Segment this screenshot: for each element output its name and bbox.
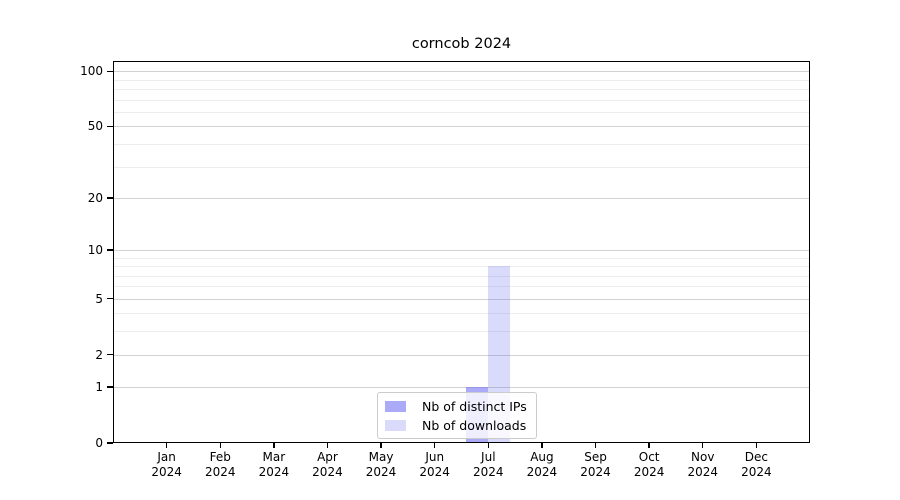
x-tick-mark [702, 443, 704, 448]
x-tick-month: Apr [317, 450, 338, 464]
gridline-major [113, 387, 810, 389]
gridline-minor [113, 286, 810, 288]
x-tick-year: 2024 [741, 465, 772, 479]
y-tick-label: 0 [95, 436, 103, 450]
plot-frame [113, 61, 810, 443]
x-tick-year: 2024 [419, 465, 450, 479]
y-tick-mark [107, 442, 113, 444]
x-tick-mark [380, 443, 382, 448]
x-tick-label: Feb 2024 [188, 450, 252, 480]
legend-label: Nb of downloads [422, 417, 527, 433]
x-tick-year: 2024 [687, 465, 719, 479]
gridline-minor [113, 89, 810, 91]
x-tick-month: May [368, 450, 394, 464]
x-tick-mark [273, 443, 275, 448]
y-tick-label: 10 [87, 242, 103, 257]
gridline-minor [113, 313, 810, 315]
legend-label: Nb of distinct IPs [422, 398, 527, 414]
gridline-minor [113, 331, 810, 333]
gridline-minor [113, 79, 810, 81]
y-tick-label: 50 [87, 119, 103, 134]
x-tick-month: Jan [157, 450, 176, 464]
gridline-major [113, 249, 810, 251]
x-tick-mark [648, 443, 650, 448]
gridline-minor [113, 166, 810, 168]
legend-swatch [385, 419, 406, 431]
x-tick-mark [487, 443, 489, 448]
x-tick-label: Jul 2024 [456, 450, 520, 480]
x-tick-year: 2024 [312, 465, 343, 479]
x-tick-label: Sep 2024 [564, 450, 628, 480]
x-tick-year: 2024 [580, 465, 611, 479]
x-tick-month: Feb [209, 450, 231, 464]
y-tick-label: 2 [95, 347, 103, 362]
y-tick-label: 100 [80, 64, 103, 79]
y-tick-label: 20 [87, 190, 103, 205]
legend-item: Nb of downloads [385, 417, 527, 433]
x-tick-mark [326, 443, 329, 448]
x-tick-year: 2024 [365, 465, 397, 479]
x-tick-label: Apr 2024 [295, 450, 359, 480]
gridline-minor [113, 99, 810, 101]
x-tick-month: Oct [638, 450, 660, 464]
x-tick-mark [219, 443, 221, 448]
gridline-minor [113, 266, 810, 268]
y-tick-mark [107, 125, 113, 128]
y-tick-label: 5 [95, 291, 103, 306]
x-tick-mark [165, 443, 168, 448]
gridline-minor [113, 275, 810, 277]
plot-area: 0 1 2 5 10 20 50 100 Jan 2024 Feb 2024 Mar 2024 Apr 20… [80, 61, 810, 479]
y-tick-mark [107, 298, 113, 300]
x-tick-mark [594, 443, 597, 448]
y-tick-label: 1 [95, 380, 103, 395]
gridline-major [113, 71, 810, 73]
gridline-minor [113, 257, 810, 259]
y-tick-mark [107, 353, 113, 356]
x-tick-month: Dec [744, 450, 768, 464]
x-tick-mark [433, 443, 436, 448]
x-tick-label: Oct 2024 [617, 450, 681, 480]
x-tick-mark [755, 443, 758, 448]
x-tick-year: 2024 [473, 465, 504, 479]
gridline-major [113, 197, 810, 199]
x-tick-label: Jan 2024 [135, 450, 199, 480]
y-tick-mark [107, 249, 113, 251]
x-tick-month: Sep [584, 450, 607, 464]
x-tick-label: Aug 2024 [510, 450, 574, 480]
x-tick-label: Jun 2024 [403, 450, 467, 480]
x-tick-mark [541, 443, 543, 448]
legend-swatch [385, 400, 406, 412]
x-tick-label: Mar 2024 [242, 450, 306, 480]
gridline-major [113, 354, 810, 356]
x-tick-label: Dec 2024 [724, 450, 788, 480]
gridline-minor [113, 144, 810, 146]
gridline-minor [113, 112, 810, 114]
gridline-major [113, 298, 810, 300]
x-tick-month: Mar [262, 450, 286, 464]
x-tick-month: Jun [425, 450, 445, 464]
x-tick-year: 2024 [526, 465, 558, 479]
y-tick-mark [107, 197, 113, 199]
chart-title: corncob 2024 [411, 36, 512, 52]
x-tick-month: Jul [481, 450, 496, 464]
x-tick-month: Aug [530, 450, 554, 464]
x-tick-year: 2024 [633, 465, 665, 479]
y-tick-mark [107, 386, 113, 388]
gridline-major [113, 126, 810, 128]
x-tick-label: May 2024 [349, 450, 413, 480]
x-tick-month: Nov [691, 450, 715, 464]
x-tick-year: 2024 [258, 465, 290, 479]
x-tick-label: Nov 2024 [671, 450, 735, 480]
legend: Nb of distinct IPs Nb of downloads [377, 392, 537, 439]
y-tick-mark [107, 70, 113, 73]
x-tick-year: 2024 [204, 465, 236, 479]
legend-item: Nb of distinct IPs [385, 398, 527, 414]
x-tick-year: 2024 [151, 465, 182, 479]
